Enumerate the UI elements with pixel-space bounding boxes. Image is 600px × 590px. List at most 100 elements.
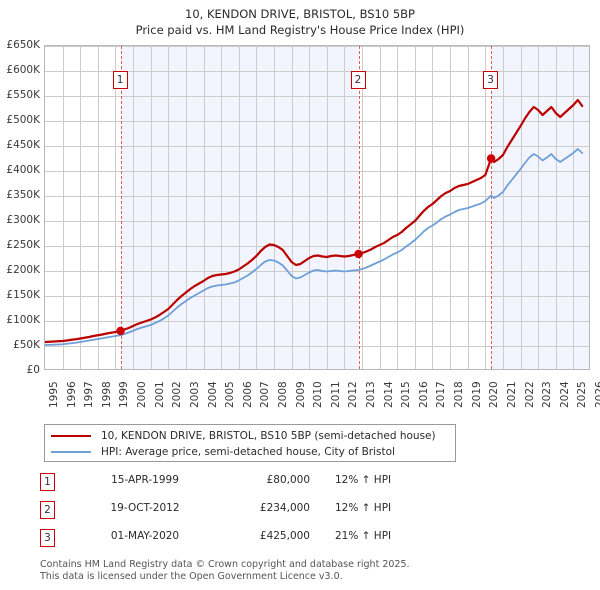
footer-line-2: This data is licensed under the Open Gov…: [40, 570, 343, 582]
y-axis-tick-label: £0: [26, 364, 40, 376]
transaction-price: £425,000: [259, 530, 310, 542]
x-axis-tick-label: 2002: [171, 381, 184, 408]
series-line-hpi: [45, 148, 584, 346]
footer-attribution: Contains HM Land Registry data © Crown c…: [40, 559, 560, 582]
table-row: 3 01-MAY-2020 £425,000 21% ↑ HPI: [40, 526, 520, 554]
x-axis-tick-label: 2021: [505, 381, 518, 408]
x-axis-tick-label: 2009: [294, 381, 307, 408]
gridline-horizontal: [45, 121, 589, 122]
page-title: 10, KENDON DRIVE, BRISTOL, BS10 5BP: [185, 7, 415, 21]
transaction-point-2: [354, 249, 363, 259]
chart-legend: 10, KENDON DRIVE, BRISTOL, BS10 5BP (sem…: [44, 424, 456, 462]
x-axis-tick-label: 2023: [541, 381, 554, 408]
x-axis-tick-label: 2001: [153, 381, 166, 408]
gridline-vertical: [450, 46, 452, 369]
gridline-horizontal: [45, 221, 589, 222]
transaction-price: £234,000: [259, 502, 310, 514]
legend-label-property: 10, KENDON DRIVE, BRISTOL, BS10 5BP (sem…: [101, 430, 436, 442]
transaction-badge-1: 1: [40, 473, 55, 491]
gridline-vertical: [221, 46, 223, 369]
gridline-vertical: [80, 46, 82, 369]
x-axis-tick-label: 1999: [118, 381, 131, 408]
gridline-vertical: [344, 46, 346, 369]
table-row: 2 19-OCT-2012 £234,000 12% ↑ HPI: [40, 498, 520, 526]
y-axis-tick-label: £400K: [6, 164, 40, 176]
transaction-badge-3: 3: [40, 529, 55, 547]
gridline-vertical: [291, 46, 293, 369]
legend-entry-property: 10, KENDON DRIVE, BRISTOL, BS10 5BP (sem…: [51, 428, 436, 444]
gridline-vertical: [273, 46, 275, 369]
y-axis-tick-label: £600K: [6, 64, 40, 76]
transaction-date: 15-APR-1999: [111, 474, 179, 486]
chart-plot-area: [44, 45, 590, 370]
x-axis-labels: 1995 1996 1997 1998 1999 2000 2001 2002 2003 2004…: [0, 374, 600, 418]
highlight-band-2: [491, 46, 589, 369]
y-axis-tick-label: £300K: [6, 214, 40, 226]
x-axis-tick-label: 2015: [400, 381, 413, 408]
gridline-vertical: [309, 46, 311, 369]
y-axis-tick-label: £150K: [6, 289, 40, 301]
chart-marker-badge-1: 1: [112, 71, 128, 89]
table-row: 1 15-APR-1999 £80,000 12% ↑ HPI: [40, 470, 520, 498]
gridline-vertical: [555, 46, 557, 369]
gridline-horizontal: [45, 346, 589, 347]
transaction-hpi-delta: 12% ↑ HPI: [335, 502, 392, 514]
y-axis-tick-label: £350K: [6, 189, 40, 201]
price-series-svg: [45, 98, 584, 346]
gridline-horizontal: [45, 296, 589, 297]
transaction-point-3: [486, 154, 496, 163]
x-axis-tick-label: 2003: [188, 381, 201, 408]
transaction-marker-line-2: [358, 46, 360, 369]
gridline-vertical: [362, 46, 364, 369]
gridline-horizontal: [45, 246, 589, 247]
transaction-date: 01-MAY-2020: [110, 530, 180, 542]
y-axis-tick-label: £250K: [6, 239, 40, 251]
x-axis-tick-label: 2006: [241, 381, 254, 408]
legend-swatch-hpi: [51, 451, 91, 453]
x-axis-tick-label: 2004: [206, 381, 219, 408]
gridline-vertical: [150, 46, 152, 369]
legend-entry-hpi: HPI: Average price, semi-detached house,…: [51, 444, 395, 460]
x-axis-tick-label: 1997: [83, 381, 96, 408]
gridline-horizontal: [45, 271, 589, 272]
transaction-marker-line-3: [491, 46, 493, 369]
footer-line-1: Contains HM Land Registry data © Crown c…: [40, 559, 410, 570]
x-axis-tick-label: 2019: [470, 381, 483, 408]
gridline-vertical: [97, 46, 99, 369]
gridline-horizontal: [45, 46, 589, 47]
x-axis-tick-label: 2014: [382, 381, 395, 408]
gridline-vertical: [326, 46, 328, 369]
x-axis-tick-label: 2025: [576, 381, 589, 408]
title-block: 10, KENDON DRIVE, BRISTOL, BS10 5BP Pric…: [0, 6, 600, 38]
x-axis-tick-label: 1996: [65, 381, 78, 408]
x-axis-tick-label: 2008: [276, 381, 289, 408]
gridline-horizontal: [45, 321, 589, 322]
chart-marker-badge-3: 3: [483, 71, 499, 89]
gridline-vertical: [379, 46, 381, 369]
y-axis-tick-label: £50K: [13, 339, 40, 351]
x-axis-tick-label: 2011: [329, 381, 342, 408]
gridline-vertical: [538, 46, 540, 369]
x-axis-tick-label: 2000: [136, 381, 149, 408]
x-axis-tick-label: 2018: [453, 381, 466, 408]
gridline-vertical: [256, 46, 258, 369]
page-subtitle: Price paid vs. HM Land Registry's House …: [135, 23, 465, 37]
y-axis-tick-label: £500K: [6, 114, 40, 126]
gridline-vertical: [520, 46, 522, 369]
y-axis-tick-label: £100K: [6, 314, 40, 326]
x-axis-tick-label: 1998: [100, 381, 113, 408]
series-line-property: [45, 98, 584, 344]
gridline-vertical: [115, 46, 117, 369]
x-axis-tick-label: 2022: [523, 381, 536, 408]
transaction-hpi-delta: 21% ↑ HPI: [335, 530, 392, 542]
gridline-vertical: [414, 46, 416, 369]
gridline-vertical: [62, 46, 64, 369]
x-axis-tick-label: 2024: [558, 381, 571, 408]
gridline-vertical: [168, 46, 170, 369]
x-axis-tick-label: 2026: [594, 381, 600, 408]
x-axis-tick-label: 2013: [365, 381, 378, 408]
y-axis-tick-label: £650K: [6, 39, 40, 51]
gridline-horizontal: [45, 171, 589, 172]
transaction-badge-2: 2: [40, 501, 55, 519]
